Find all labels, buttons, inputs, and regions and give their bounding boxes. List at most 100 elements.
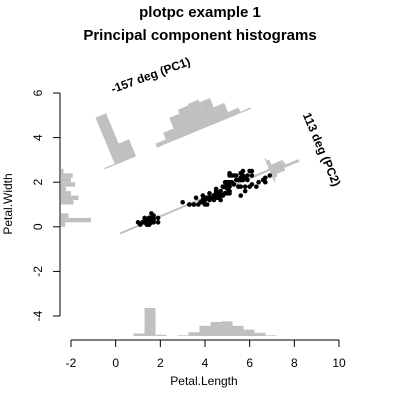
pc1-histogram-bar [104, 163, 116, 170]
pc2-histogram-bar [271, 174, 278, 179]
data-point [218, 197, 223, 203]
data-point [256, 179, 261, 185]
y-histogram-bar [61, 182, 76, 187]
x-tick-label: 8 [291, 356, 298, 370]
x-histogram-bar [188, 332, 200, 336]
x-histogram-bar [210, 322, 222, 336]
x-histogram-bar [243, 329, 255, 336]
pc2-histogram-bar [273, 180, 276, 184]
y-histogram-bar [61, 217, 91, 223]
x-axis-label: Petal.Length [170, 374, 237, 388]
data-point [229, 179, 235, 185]
pc1-histogram-bar [178, 105, 199, 135]
pc2-histogram-bar [270, 167, 286, 176]
x-histogram-bar [177, 335, 189, 336]
pc1-histogram-bar [163, 128, 178, 144]
x-tick-label: 4 [202, 356, 209, 370]
pc1-label: -157 deg (PC1) [109, 54, 192, 96]
data-point [227, 184, 232, 189]
y-histogram-bar [61, 195, 79, 201]
y-histogram-bar [61, 213, 69, 218]
pc1-histogram-bar [199, 98, 220, 126]
data-point [207, 191, 212, 196]
data-point [216, 193, 221, 198]
pc1-histogram-bar [169, 113, 189, 139]
x-tick-label: 10 [332, 356, 346, 370]
x-tick-label: 2 [157, 356, 164, 370]
data-point [204, 202, 210, 207]
data-point [144, 220, 150, 225]
y-tick-label: 2 [31, 179, 45, 186]
data-point [155, 215, 161, 221]
y-tick-label: 6 [31, 89, 45, 96]
data-point [267, 173, 273, 178]
x-tick-label: 0 [112, 356, 119, 370]
data-point [196, 202, 201, 207]
data-point [135, 220, 141, 225]
histograms-layer [61, 98, 300, 336]
y-tick-label: 0 [31, 223, 45, 230]
y-histogram-bar [61, 191, 71, 196]
pc1-histogram-bar [118, 139, 137, 161]
data-point [233, 177, 239, 183]
data-point [213, 186, 219, 192]
x-histogram-bar [144, 308, 156, 336]
data-point [227, 191, 232, 196]
data-point [263, 175, 268, 181]
data-point [233, 173, 239, 178]
pc2-axis-line [267, 164, 288, 171]
pc1-histogram-bar [240, 107, 252, 113]
data-point [220, 184, 226, 189]
pc2-histogram-bar [265, 159, 271, 164]
x-tick-label: -2 [66, 356, 77, 370]
data-point [249, 168, 255, 174]
chart-title: plotpc example 1 [139, 4, 261, 21]
data-point [238, 175, 244, 181]
pc1-histogram-bar [213, 102, 231, 122]
x-ticks: -2 0 2 4 6 8 10 [66, 340, 346, 370]
data-point [191, 202, 197, 207]
chart-subtitle: Principal component histograms [83, 27, 316, 44]
data-point [204, 195, 210, 201]
pc1-histogram-bar [155, 139, 168, 148]
data-point [236, 184, 241, 189]
y-tick-label: -2 [31, 266, 45, 277]
data-point [249, 182, 255, 187]
pc2-histogram-bar [266, 162, 272, 167]
data-point [187, 202, 192, 207]
pc1-histogram-bar [187, 99, 210, 131]
y-tick-label: 4 [31, 134, 45, 141]
data-point [229, 173, 235, 178]
pc2-histogram-bar [267, 160, 284, 169]
x-histogram-bar [133, 333, 145, 336]
x-histogram-bar [155, 334, 167, 336]
points-layer [135, 168, 273, 227]
pc1-histogram-bar [228, 107, 241, 118]
data-point [242, 188, 248, 194]
x-histogram-bar [265, 335, 277, 336]
data-point [263, 179, 268, 185]
data-point [240, 168, 246, 174]
x-histogram-bar [232, 325, 244, 336]
x-histogram-bar [221, 321, 233, 336]
data-point [209, 195, 214, 201]
data-point [238, 193, 244, 198]
y-tick-label: -4 [31, 310, 45, 321]
data-point [155, 220, 161, 225]
y-histogram-bar [61, 168, 64, 174]
data-point [242, 184, 248, 189]
y-histogram-bar [61, 186, 66, 192]
pc1-histogram-bar [95, 113, 126, 165]
y-ticks: -4 -2 0 2 4 6 [31, 89, 60, 321]
data-point [193, 195, 199, 201]
data-point [245, 173, 250, 178]
x-tick-label: 6 [246, 356, 253, 370]
data-point [180, 199, 185, 205]
data-point [149, 211, 154, 216]
pc2-label: 113 deg (PC2) [300, 110, 344, 188]
y-axis-label: Petal.Width [1, 173, 15, 234]
data-point [249, 173, 255, 178]
pc2-histogram-bar [264, 158, 267, 162]
y-histogram-bar [61, 222, 66, 227]
y-histogram-bar [61, 177, 71, 183]
